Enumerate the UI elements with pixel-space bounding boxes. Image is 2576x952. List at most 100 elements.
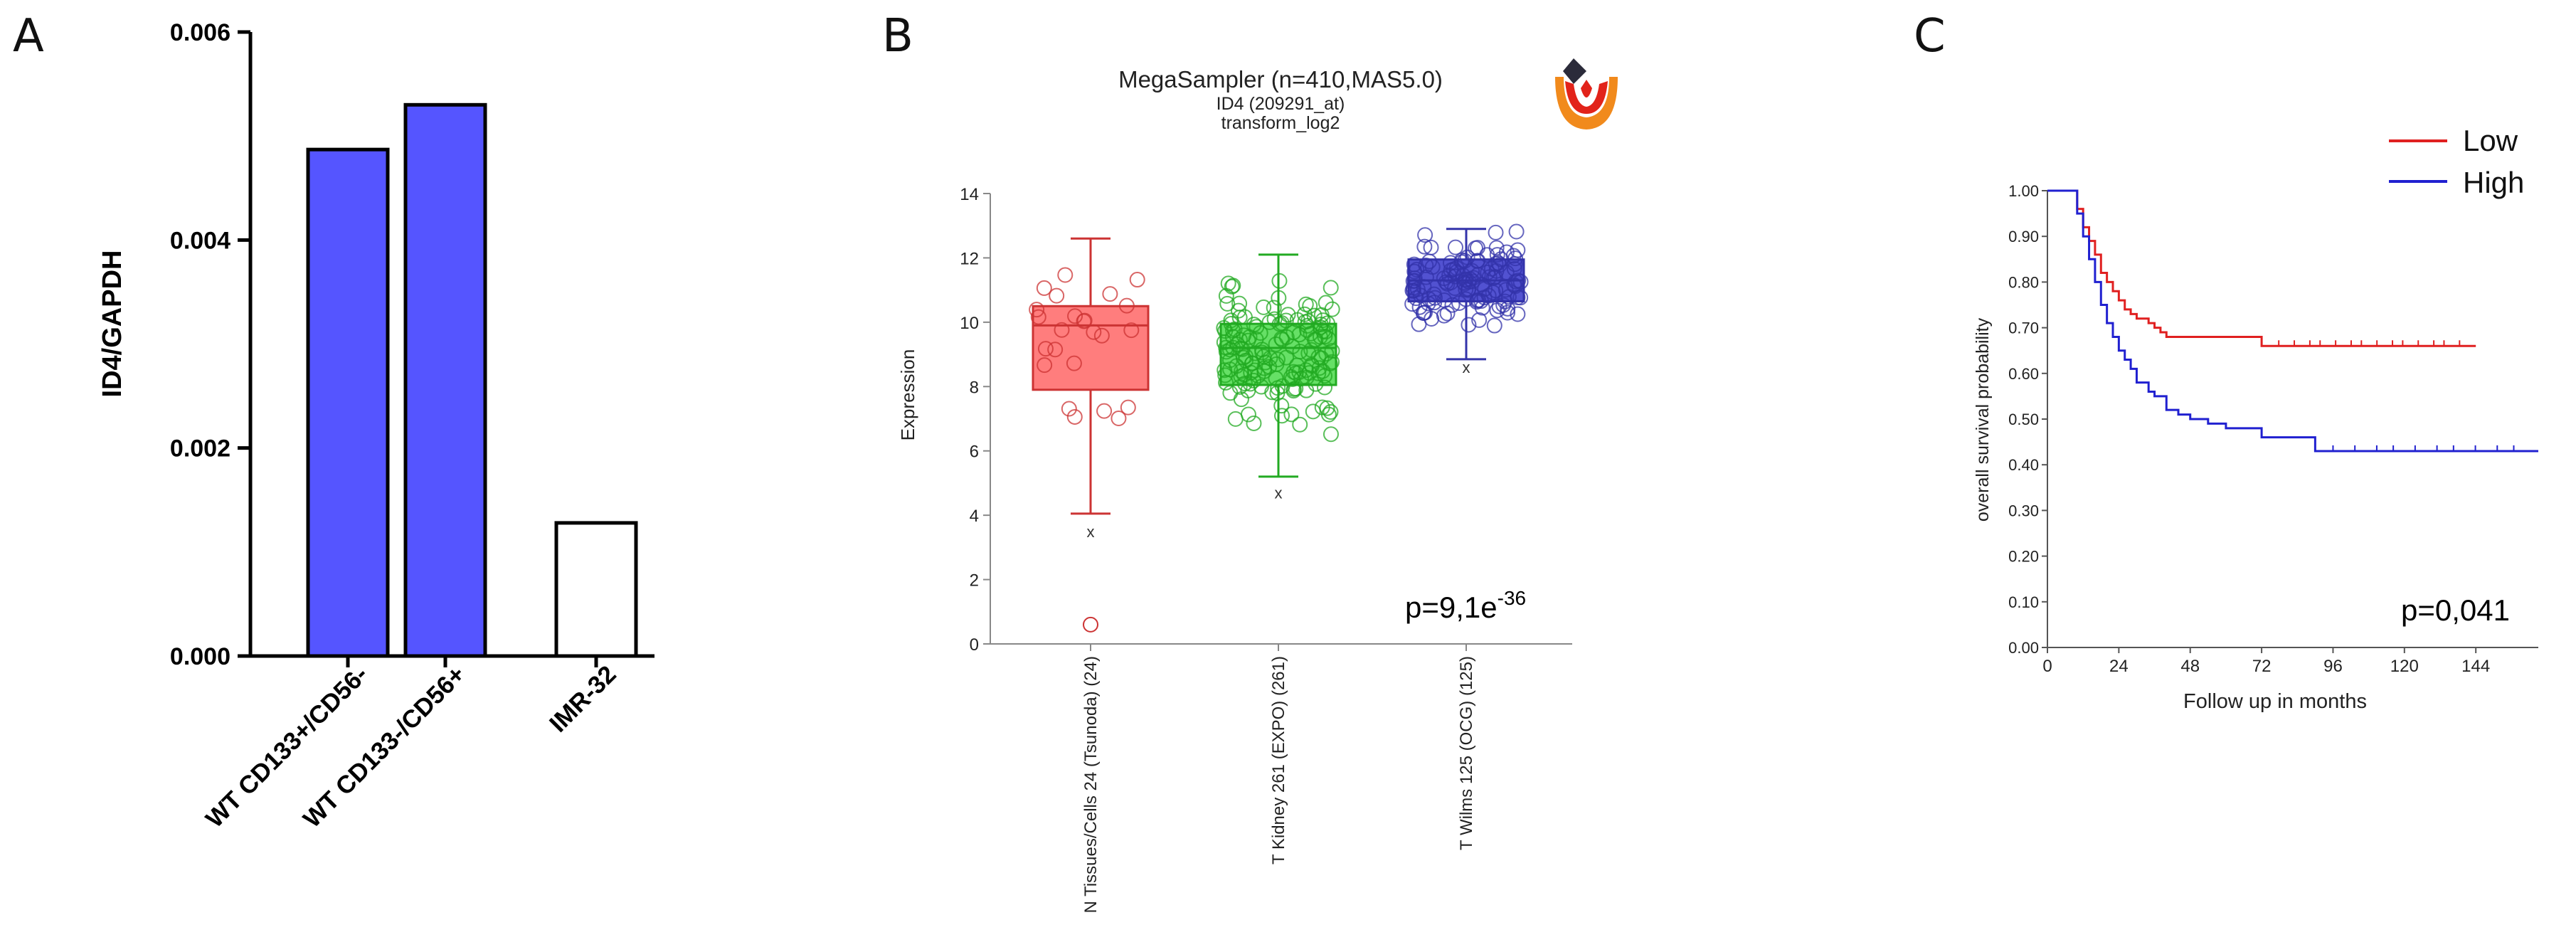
data-point (1508, 223, 1525, 240)
data-point (1286, 383, 1302, 399)
data-point (1510, 306, 1526, 322)
data-point (1111, 411, 1127, 427)
y-tick-label: 0.20 (2008, 548, 2039, 566)
data-point (1123, 322, 1140, 339)
box-group: x (1216, 253, 1340, 651)
x-tick-label: T Wilms 125 (OCG) (125) (1457, 656, 1476, 850)
data-point (1405, 280, 1421, 296)
data-point (1416, 279, 1432, 295)
data-point (1096, 403, 1113, 419)
x-tick-label: 72 (2252, 657, 2272, 676)
data-point (1286, 324, 1302, 340)
box-group: x (1029, 237, 1150, 651)
tulip-logo-icon (1555, 58, 1618, 129)
data-point (1256, 349, 1272, 365)
data-point (1324, 354, 1340, 370)
data-point (1497, 293, 1513, 310)
legend: Low High (2389, 124, 2524, 199)
data-point (1493, 251, 1509, 268)
data-point (1057, 267, 1074, 283)
data-point (1317, 379, 1333, 396)
data-point (1468, 294, 1485, 310)
data-point (1261, 359, 1278, 375)
data-point (1491, 298, 1507, 314)
data-point (1409, 261, 1425, 277)
p-value-annotation: p=0,041 (2401, 593, 2510, 627)
y-tick-label: 0.80 (2008, 273, 2039, 291)
x-tick-label: 0 (2042, 657, 2052, 676)
y-tick-label: 0.40 (2008, 456, 2039, 474)
data-point (1066, 408, 1083, 425)
data-point (1280, 307, 1296, 323)
data-point (1029, 302, 1045, 318)
data-point (1266, 300, 1282, 316)
data-point (1219, 295, 1236, 312)
data-point (1458, 291, 1474, 307)
data-point (1320, 406, 1337, 423)
y-tick-label: 4 (970, 507, 979, 526)
box-plot-panel-b: MegaSampler (n=410,MAS5.0) ID4 (209291_a… (897, 58, 1618, 913)
data-point (1415, 305, 1431, 321)
data-point (1486, 317, 1502, 334)
data-point (1323, 426, 1339, 443)
data-point (1507, 273, 1524, 290)
data-point (1246, 415, 1262, 431)
y-tick-label: 6 (970, 443, 979, 462)
data-point (1037, 357, 1053, 374)
data-point (1512, 274, 1529, 290)
data-point (1224, 278, 1240, 295)
data-point (1292, 344, 1308, 360)
y-axis-title: Expression (897, 349, 918, 441)
data-point (1320, 331, 1337, 347)
data-point (1442, 255, 1458, 271)
x-tick-label: 120 (2390, 657, 2419, 676)
data-point (1447, 239, 1463, 255)
y-tick-label: 0.006 (170, 19, 230, 46)
data-point (1301, 365, 1318, 381)
p-value-annotation: p=9,1e-36 (1405, 587, 1526, 624)
data-point (1118, 297, 1135, 314)
data-point (1225, 339, 1241, 356)
data-point (1253, 342, 1270, 358)
x-tick-label: N Tissues/Cells 24 (Tsunoda) (24) (1081, 656, 1101, 913)
data-point (1474, 300, 1490, 316)
data-point (1229, 336, 1246, 352)
x-tick-label: 96 (2323, 657, 2343, 676)
data-point (1318, 295, 1334, 311)
y-tick-label: 1.00 (2008, 182, 2039, 200)
data-point (1320, 315, 1336, 332)
data-point (1218, 287, 1234, 304)
data-point (1271, 273, 1288, 289)
data-point (1253, 379, 1269, 395)
x-tick-label: IMR-32 (544, 660, 622, 738)
data-point (1054, 322, 1070, 338)
data-point (1292, 416, 1308, 433)
data-point (1216, 320, 1232, 337)
data-point (1423, 239, 1439, 255)
data-point (1304, 358, 1320, 374)
legend-label-high: High (2463, 166, 2524, 199)
data-point (1464, 263, 1480, 279)
data-point (1507, 278, 1523, 295)
outlier-point (1083, 616, 1098, 633)
data-point (1416, 238, 1433, 255)
data-point (1426, 286, 1442, 302)
data-point (1418, 269, 1434, 285)
chart-subtitle-probe: ID4 (209291_at) (1217, 94, 1345, 114)
chart-title: MegaSampler (n=410,MAS5.0) (1118, 66, 1443, 92)
data-point (1489, 247, 1505, 263)
data-point (1436, 307, 1452, 324)
mean-marker: x (1463, 359, 1470, 376)
data-point (1129, 272, 1145, 288)
y-tick-label: 0.70 (2008, 319, 2039, 337)
data-point (1049, 287, 1065, 304)
survival-plot-panel-c: overall survival probability Follow up i… (1973, 124, 2538, 713)
data-point (1086, 324, 1102, 340)
data-point (1262, 350, 1278, 366)
data-point (1076, 313, 1092, 329)
data-point (1436, 270, 1452, 287)
data-point (1489, 302, 1505, 319)
data-point (1030, 309, 1046, 325)
data-point (1323, 280, 1339, 296)
x-axis-title: Follow up in months (2183, 690, 2367, 713)
